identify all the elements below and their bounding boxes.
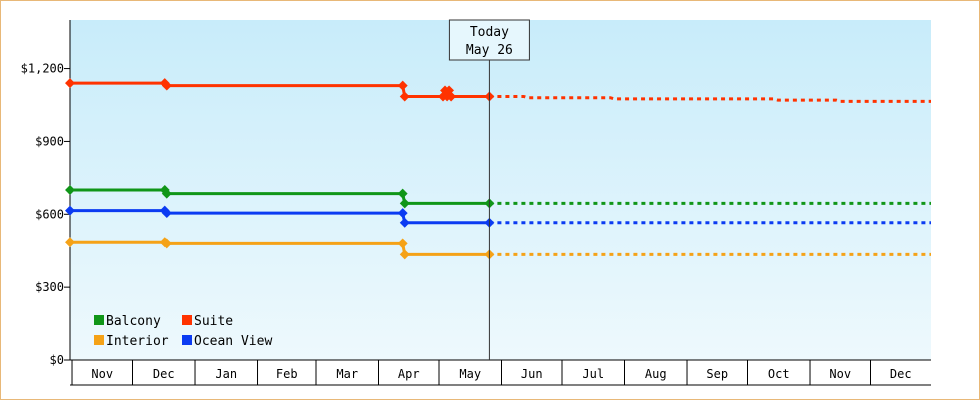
- legend-label-suite: Suite: [194, 314, 233, 329]
- data-point[interactable]: [161, 238, 172, 249]
- legend-swatch-suite: [182, 315, 192, 325]
- plot-area: [70, 20, 931, 360]
- x-tick-label: Mar: [336, 367, 358, 381]
- series-line-interior: [70, 240, 490, 256]
- data-point[interactable]: [399, 249, 410, 260]
- data-point[interactable]: [399, 217, 410, 228]
- legend: Balcony Suite Interior Ocean View: [94, 314, 272, 349]
- legend-swatch-interior: [94, 335, 104, 345]
- data-point[interactable]: [161, 208, 172, 219]
- today-marker: Today May 26: [448, 19, 530, 360]
- x-axis: Nov Dec Jan Feb Mar Apr May Jun Jul Aug Sep Oct Nov D…: [70, 359, 931, 386]
- data-point[interactable]: [397, 238, 408, 249]
- x-tick-label: May: [459, 367, 481, 381]
- x-tick-label: Dec: [153, 367, 175, 381]
- series-interior: [65, 237, 931, 260]
- data-point[interactable]: [65, 185, 75, 195]
- series-balcony: [65, 185, 931, 209]
- x-tick-label: Jun: [521, 367, 543, 381]
- data-point[interactable]: [65, 205, 75, 216]
- series-ocean-view: [65, 205, 931, 228]
- series-line-balcony: [70, 188, 490, 205]
- x-tick-label: Sep: [706, 367, 728, 381]
- y-axis: $0 $300 $600 $900 $1,200: [21, 20, 71, 367]
- y-tick-label: $0: [50, 353, 64, 367]
- today-box: [448, 19, 530, 61]
- data-point[interactable]: [446, 91, 457, 102]
- x-tick-label: Apr: [398, 367, 420, 381]
- data-point[interactable]: [65, 237, 75, 248]
- data-point[interactable]: [161, 80, 172, 91]
- legend-label-ocean-view: Ocean View: [194, 334, 272, 349]
- x-tick-label: Feb: [276, 367, 298, 381]
- legend-label-interior: Interior: [106, 334, 169, 349]
- series-line-ocean-view: [70, 209, 490, 225]
- y-tick-label: $300: [35, 280, 64, 294]
- legend-label-balcony: Balcony: [106, 314, 161, 329]
- today-date-label: May 26: [466, 43, 513, 58]
- series-lines: [65, 78, 931, 260]
- x-tick-label: Oct: [768, 367, 790, 381]
- data-point[interactable]: [399, 91, 410, 102]
- x-tick-label: Aug: [645, 367, 667, 381]
- x-tick-label: Dec: [890, 367, 912, 381]
- data-point[interactable]: [399, 198, 410, 209]
- y-tick-label: $1,200: [21, 62, 64, 76]
- today-label: Today: [470, 25, 509, 40]
- x-tick-label: Jan: [215, 367, 237, 381]
- data-point[interactable]: [65, 78, 75, 89]
- y-tick-label: $900: [35, 134, 64, 148]
- data-point[interactable]: [161, 188, 172, 199]
- x-tick-label: Jul: [582, 367, 604, 381]
- x-tick-label: Nov: [91, 367, 113, 381]
- legend-swatch-ocean-view: [182, 335, 192, 345]
- x-tick-label: Nov: [829, 367, 851, 381]
- legend-swatch-balcony: [94, 315, 104, 325]
- y-tick-label: $600: [35, 207, 64, 221]
